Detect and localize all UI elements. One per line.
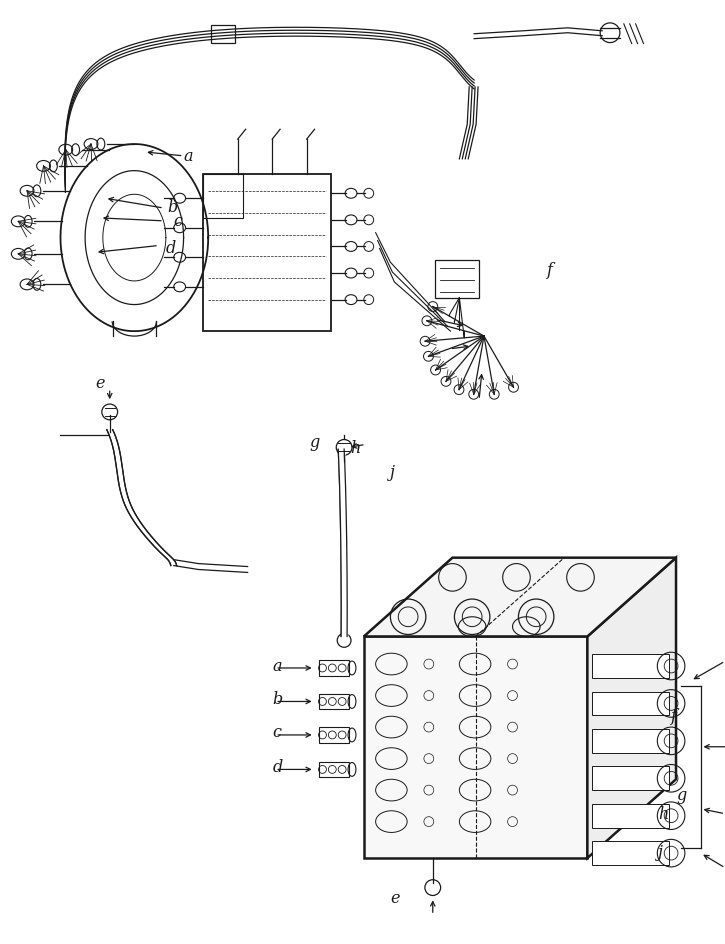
Text: h: h — [350, 439, 360, 456]
Text: b: b — [272, 690, 283, 707]
Bar — [320, 661, 349, 676]
Bar — [203, 175, 331, 331]
Bar — [211, 25, 235, 43]
Text: b: b — [167, 198, 177, 215]
Bar — [592, 730, 669, 753]
Bar — [592, 841, 669, 865]
Text: h: h — [658, 805, 668, 822]
Text: a: a — [272, 657, 282, 674]
Text: g: g — [310, 433, 320, 450]
Text: e: e — [95, 375, 104, 392]
Bar — [592, 654, 669, 678]
Bar — [320, 694, 349, 710]
Bar — [592, 692, 669, 716]
Text: c: c — [272, 724, 281, 741]
Text: e: e — [390, 889, 400, 906]
Bar — [592, 804, 669, 828]
Polygon shape — [364, 637, 587, 858]
Bar — [203, 175, 243, 219]
Polygon shape — [364, 558, 676, 637]
Polygon shape — [587, 558, 676, 858]
Text: a: a — [183, 148, 193, 165]
Text: j: j — [658, 843, 663, 860]
Text: g: g — [676, 785, 687, 802]
Text: d: d — [272, 758, 283, 775]
Bar — [320, 727, 349, 743]
Text: c: c — [174, 213, 183, 230]
Bar — [592, 767, 669, 790]
Text: d: d — [166, 240, 176, 257]
Text: j: j — [390, 463, 395, 480]
Bar — [435, 261, 479, 298]
Bar — [320, 762, 349, 778]
Text: f: f — [547, 261, 553, 278]
Text: f: f — [671, 707, 677, 724]
